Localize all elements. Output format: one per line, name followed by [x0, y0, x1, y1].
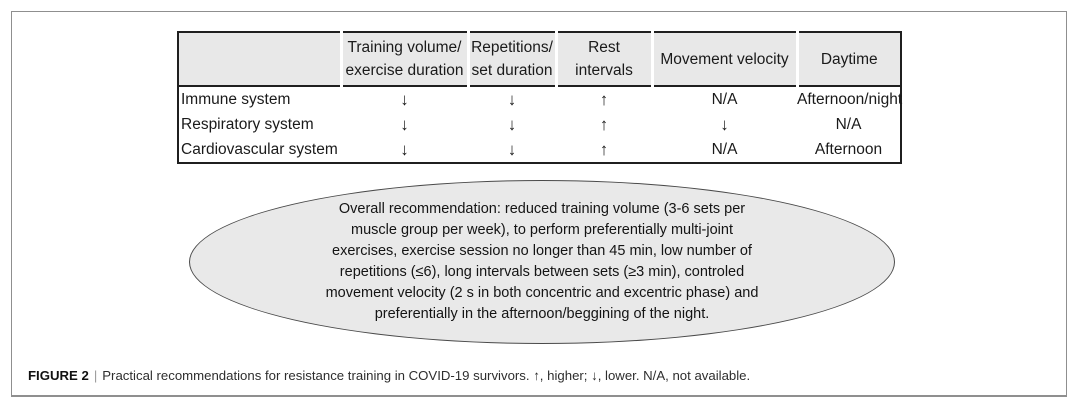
- value-cell-movement-velocity: ↓: [720, 114, 729, 134]
- header-line: set duration: [471, 62, 553, 79]
- table-row-cardiovascular-system: Cardiovascular system ↓ ↓ ↑ N/A Afternoo…: [178, 137, 901, 163]
- table-row-immune-system: Immune system ↓ ↓ ↑ N/A Afternoon/night: [178, 86, 903, 112]
- header-cell-training-volume: Training volume/ exercise duration: [339, 32, 468, 87]
- row-label-cell: Immune system: [181, 90, 291, 108]
- row-label-cell: Cardiovascular system: [181, 140, 338, 158]
- figure-caption-text: Practical recommendations for resistance…: [102, 368, 751, 383]
- figure-caption: FIGURE 2 | Practical recommendations for r…: [28, 368, 750, 383]
- value-cell-daytime: Afternoon/night: [797, 90, 903, 108]
- value-cell-training-volume: ↓: [400, 89, 409, 109]
- overall-recommendation-ellipse: Overall recommendation: reduced training…: [189, 180, 895, 344]
- value-cell-training-volume: ↓: [400, 139, 409, 159]
- recommendations-table: Training volume/ exercise duration Repet…: [177, 31, 902, 164]
- value-cell-repetitions: ↓: [507, 114, 517, 134]
- figure-frame: Training volume/ exercise duration Repet…: [11, 11, 1067, 397]
- header-line: exercise duration: [345, 62, 464, 79]
- value-cell-training-volume: ↓: [400, 114, 409, 134]
- table-header-row: Training volume/ exercise duration Repet…: [178, 32, 901, 87]
- header-cell-movement-velocity: Movement velocity: [650, 32, 797, 87]
- header-cell-rest-intervals: Rest intervals: [554, 32, 652, 87]
- row-label-cell: Respiratory system: [181, 115, 314, 133]
- header-cell-empty: [178, 32, 341, 87]
- header-line: Training volume/: [347, 39, 462, 56]
- header-cell-daytime: Daytime: [795, 32, 901, 87]
- recommendation-line: Overall recommendation: reduced training…: [338, 201, 746, 217]
- recommendation-line: repetitions (≤6), long intervals between…: [339, 264, 745, 280]
- value-cell-rest-intervals: ↑: [599, 89, 609, 109]
- header-line: Repetitions/: [471, 39, 553, 56]
- value-cell-rest-intervals: ↑: [599, 139, 609, 159]
- value-cell-daytime: N/A: [835, 115, 862, 133]
- value-cell-repetitions: ↓: [507, 89, 517, 109]
- recommendation-line: muscle group per week), to perform prefe…: [351, 222, 733, 238]
- value-cell-repetitions: ↓: [507, 139, 517, 159]
- figure-caption-label: FIGURE 2: [28, 368, 89, 383]
- value-cell-movement-velocity: N/A: [711, 90, 738, 108]
- recommendation-line: preferentially in the afternoon/begginin…: [374, 306, 710, 322]
- header-cell-repetitions: Repetitions/ set duration: [466, 32, 556, 87]
- value-cell-daytime: Afternoon: [814, 140, 883, 158]
- recommendation-line: movement velocity (2 s in both concentri…: [325, 285, 759, 301]
- value-cell-rest-intervals: ↑: [599, 114, 609, 134]
- recommendation-line: exercises, exercise session no longer th…: [332, 243, 752, 259]
- table-row-respiratory-system: Respiratory system ↓ ↓ ↑ ↓ N/A: [178, 112, 901, 137]
- value-cell-movement-velocity: N/A: [711, 140, 738, 158]
- figure-caption-separator: |: [93, 368, 98, 383]
